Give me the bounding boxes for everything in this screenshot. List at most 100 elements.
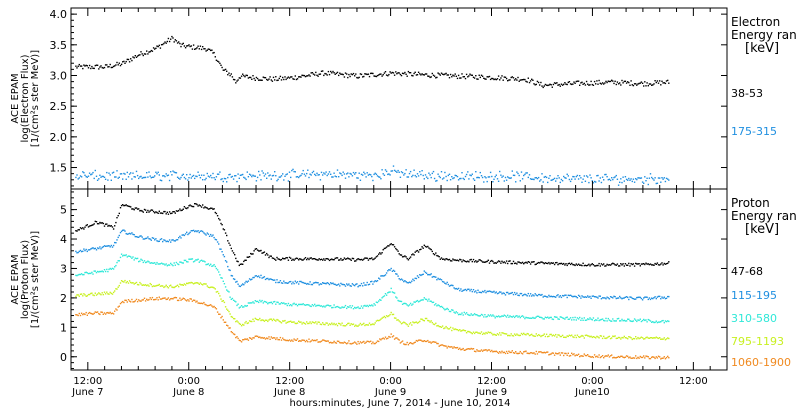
- data-point: [461, 261, 463, 263]
- data-point: [391, 336, 394, 338]
- data-point: [595, 296, 597, 298]
- data-point: [293, 259, 295, 261]
- data-point: [171, 239, 173, 241]
- data-point: [464, 313, 467, 315]
- data-point: [189, 173, 191, 176]
- data-point: [291, 283, 293, 285]
- data-point: [370, 257, 372, 260]
- data-point: [255, 318, 258, 320]
- data-point: [647, 263, 649, 265]
- data-point: [238, 77, 240, 79]
- data-point: [448, 310, 451, 313]
- data-point: [348, 283, 350, 285]
- data-point: [277, 258, 279, 260]
- data-point: [393, 246, 396, 248]
- data-point: [380, 339, 382, 341]
- data-point: [585, 354, 588, 357]
- data-point: [664, 180, 667, 183]
- data-point: [298, 320, 300, 322]
- data-point: [662, 338, 664, 340]
- data-point: [493, 333, 495, 335]
- data-point: [277, 338, 279, 341]
- data-point: [469, 314, 471, 317]
- data-point: [536, 353, 539, 355]
- data-point: [282, 173, 284, 175]
- data-point: [222, 319, 224, 321]
- data-point: [214, 265, 216, 268]
- data-point: [451, 76, 453, 78]
- data-point: [355, 260, 357, 262]
- data-point: [569, 294, 572, 296]
- data-point: [132, 208, 134, 210]
- data-point: [312, 282, 315, 284]
- data-point: [409, 342, 412, 344]
- data-point: [87, 175, 90, 177]
- data-point: [157, 240, 159, 243]
- data-point: [339, 323, 341, 325]
- data-point: [604, 320, 606, 322]
- data-point: [195, 175, 197, 177]
- data-point: [271, 257, 274, 259]
- electron-series-38-53: [75, 35, 670, 89]
- data-point: [508, 293, 510, 295]
- data-point: [534, 263, 536, 266]
- data-point: [605, 298, 607, 300]
- data-point: [406, 323, 408, 326]
- data-point: [230, 247, 232, 250]
- data-point: [240, 75, 243, 77]
- data-point: [501, 332, 503, 334]
- data-point: [447, 174, 449, 177]
- data-point: [200, 302, 203, 304]
- data-point: [223, 301, 226, 304]
- data-point: [378, 74, 380, 76]
- data-point: [174, 212, 176, 214]
- data-point: [290, 340, 292, 342]
- data-point: [609, 355, 612, 357]
- data-point: [168, 40, 171, 43]
- data-point: [285, 303, 287, 305]
- data-point: [516, 352, 518, 355]
- data-point: [203, 174, 205, 176]
- data-point: [146, 211, 148, 213]
- data-point: [489, 331, 492, 334]
- data-point: [237, 303, 239, 305]
- data-point: [641, 337, 644, 339]
- data-point: [471, 173, 473, 175]
- data-point: [611, 354, 613, 356]
- data-point: [496, 178, 499, 180]
- data-point: [638, 263, 640, 265]
- data-point: [449, 260, 452, 262]
- data-point: [187, 233, 189, 236]
- data-point: [456, 288, 459, 290]
- data-point: [111, 66, 114, 69]
- data-point: [328, 73, 331, 76]
- data-point: [656, 80, 659, 82]
- data-point: [266, 277, 268, 280]
- data-point: [316, 74, 318, 76]
- data-point: [585, 80, 588, 83]
- data-point: [75, 230, 77, 232]
- data-point: [194, 230, 196, 233]
- data-point: [116, 261, 118, 264]
- data-point: [577, 318, 580, 320]
- data-point: [202, 46, 204, 48]
- data-point: [501, 293, 503, 295]
- data-point: [400, 278, 403, 280]
- data-point: [187, 282, 189, 285]
- data-point: [189, 231, 191, 234]
- data-point: [136, 257, 139, 260]
- data-point: [98, 292, 100, 294]
- data-point: [443, 327, 445, 330]
- data-point: [393, 292, 396, 294]
- data-point: [133, 283, 135, 285]
- data-point: [476, 261, 478, 263]
- data-point: [595, 83, 597, 85]
- data-point: [256, 77, 259, 80]
- data-point: [298, 76, 300, 78]
- data-point: [667, 355, 669, 358]
- data-point: [221, 315, 223, 318]
- data-point: [645, 180, 647, 182]
- data-point: [106, 312, 108, 314]
- data-point: [100, 294, 102, 296]
